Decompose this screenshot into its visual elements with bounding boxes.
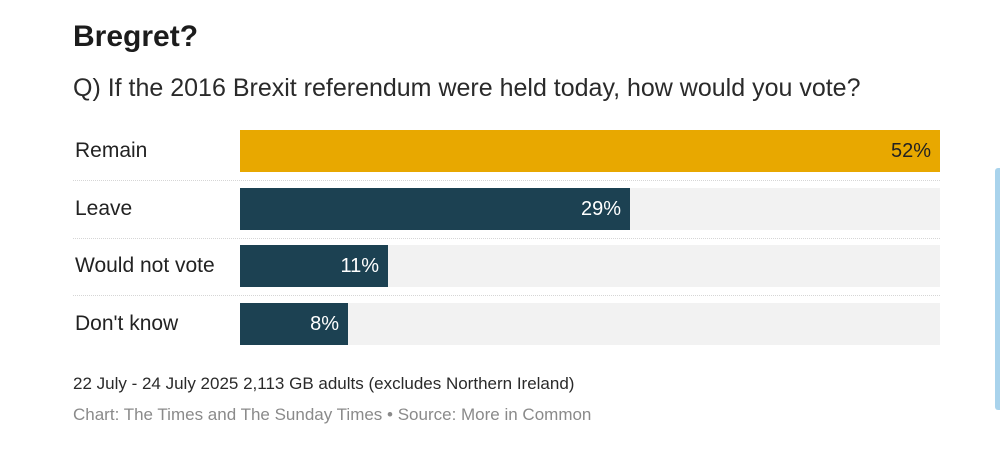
bar-row: Would not vote 11% [73,245,940,287]
row-divider [73,238,940,239]
chart-credit: Chart: The Times and The Sunday Times • … [73,405,592,424]
value-label: 11% [340,255,379,277]
category-label: Would not vote [75,254,215,277]
bar-row: Remain 52% [73,130,940,172]
value-label: 52% [890,140,931,162]
bar-track: 8% [240,303,940,345]
value-label: 29% [580,198,621,220]
chart-question: Q) If the 2016 Brexit referendum were he… [73,74,861,102]
category-label: Leave [75,197,133,220]
bar [240,130,940,172]
row-divider [73,180,940,181]
scrollbar[interactable] [995,168,1000,410]
bar-track: 11% [240,245,940,287]
chart-title: Bregret? [73,20,199,53]
bar-chart: Remain 52% Leave 29% Would not vote 11% Don't … [73,130,940,346]
value-label: 8% [310,313,339,335]
survey-note: 22 July - 24 July 2025 2,113 GB adults (… [73,374,575,393]
category-label: Don't know [75,312,179,335]
bar-row: Don't know 8% [73,303,940,345]
bar-row: Leave 29% [73,188,940,230]
bar-track: 29% [240,188,940,230]
bar-track: 52% [240,130,940,172]
row-divider [73,295,940,296]
category-label: Remain [75,139,148,162]
bar [240,303,348,345]
bar [240,245,388,287]
bar [240,188,630,230]
